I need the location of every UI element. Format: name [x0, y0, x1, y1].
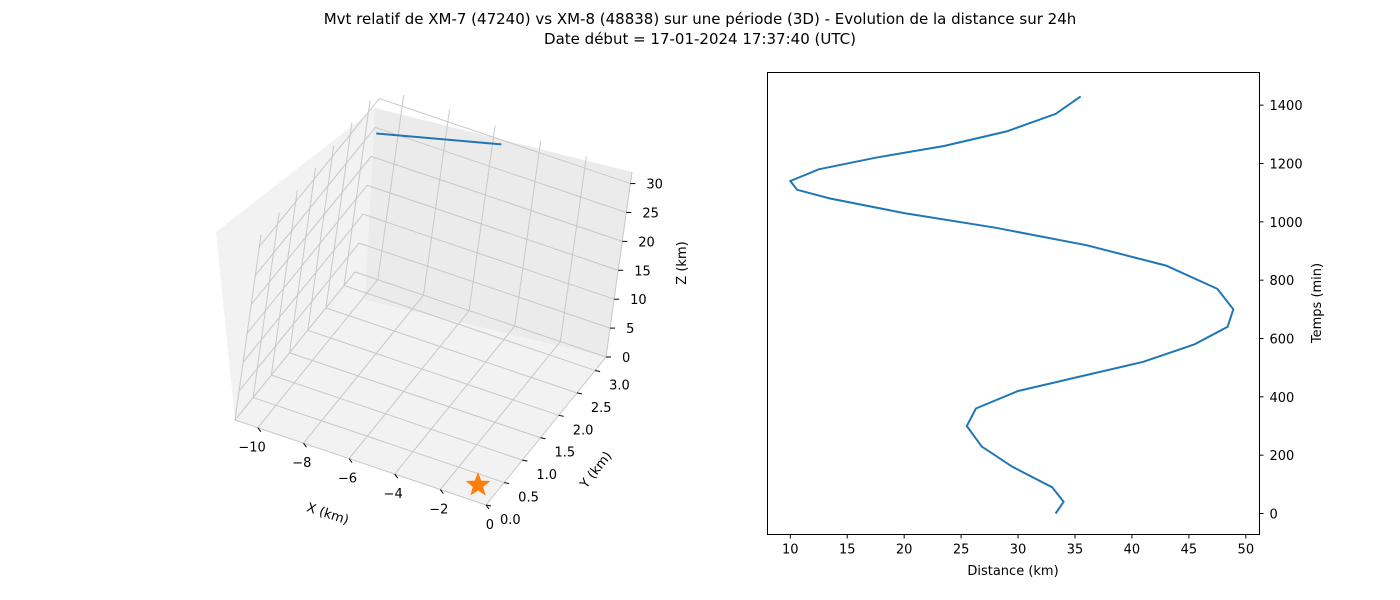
z-axis-label: Z (km): [675, 241, 690, 284]
y-tick-label-2d: 400: [1270, 391, 1295, 406]
z-tick-label: 25: [642, 206, 659, 221]
x-tick: [485, 504, 490, 510]
z-tick-label: 15: [634, 264, 651, 279]
ticks-2d: 10 15 20 25 30 35 40 45 50 0 200 400 600 800 1000 1200 1…: [782, 99, 1303, 557]
x-tick-label-2d: 25: [953, 543, 970, 558]
z-tick-label: 5: [626, 322, 634, 337]
z-tick-label: 20: [638, 235, 655, 250]
y-tick: [558, 414, 564, 417]
y-tick-label: 3.0: [609, 378, 630, 393]
x-tick-label: −8: [292, 456, 311, 471]
x-tick-label-2d: 50: [1238, 543, 1255, 558]
x-tick-label-2d: 30: [1010, 543, 1027, 558]
x-axis-label-2d: Distance (km): [967, 564, 1058, 579]
grid-3d: [234, 94, 633, 506]
trajectory-line: [376, 132, 502, 146]
y-tick-label-2d: 1200: [1270, 158, 1303, 173]
grid-line-z: [238, 242, 611, 392]
x-tick-label: −6: [338, 472, 357, 487]
x-tick-label: −4: [384, 487, 403, 502]
y-tick: [576, 392, 583, 395]
x-tick: [257, 427, 262, 433]
y-tick-label: 1.0: [536, 468, 557, 483]
distance-line: [788, 95, 1235, 515]
x-tick-label-2d: 20: [896, 543, 913, 558]
chart-subtitle: Date début = 17-01-2024 17:37:40 (UTC): [544, 30, 856, 48]
x-tick-label-2d: 15: [839, 543, 856, 558]
grid-line-z: [242, 213, 615, 363]
y-axis-label: Y (km): [577, 449, 616, 492]
y-axis-label-2d: Temps (min): [1310, 263, 1325, 344]
z-tick-label: 30: [646, 178, 663, 193]
y-tick: [540, 437, 546, 440]
x-tick-label: −2: [429, 503, 448, 518]
y-tick-label-2d: 1000: [1270, 216, 1303, 231]
x-tick-label: 0: [486, 518, 494, 533]
x-tick: [439, 489, 444, 494]
ticks-3d: −10 −8 −6 −4 −2 0 0.0 0.5 1.0 1.5 2.0 2.5 3.0 0 5 10 15 2…: [238, 178, 663, 533]
axes-frame: [767, 72, 1260, 535]
x-tick-label-2d: 40: [1124, 543, 1141, 558]
y-tick: [594, 369, 601, 372]
y-tick: [485, 504, 492, 507]
pane-left: [216, 108, 375, 420]
x-tick-label-2d: 10: [782, 543, 799, 558]
grid-line-z: [258, 97, 631, 247]
x-tick-label-2d: 45: [1181, 543, 1198, 558]
grid-line-z: [250, 155, 623, 305]
plot-3d: −10 −8 −6 −4 −2 0 0.0 0.5 1.0 1.5 2.0 2.5 3.0 0 5 10 15 2…: [216, 94, 690, 533]
x-tick-label: −10: [238, 441, 265, 456]
grid-line-z: [246, 184, 619, 334]
pane-back: [365, 108, 632, 357]
y-tick-label: 1.5: [555, 446, 576, 461]
y-tick-label: 2.0: [573, 423, 594, 438]
y-tick-label-2d: 200: [1270, 449, 1295, 464]
y-tick: [522, 459, 528, 462]
y-tick-label: 2.5: [591, 401, 612, 416]
grid-line-z: [234, 271, 607, 421]
chart-title: Mvt relatif de XM-7 (47240) vs XM-8 (488…: [323, 10, 1077, 28]
y-tick-label-2d: 600: [1270, 333, 1295, 348]
x-tick: [394, 473, 399, 479]
grid-line-z: [254, 126, 627, 276]
x-tick: [303, 442, 307, 448]
y-tick-label-2d: 800: [1270, 274, 1295, 289]
origin-star-marker: [465, 472, 491, 496]
pane-floor: [235, 300, 606, 505]
y-tick-label: 0.0: [500, 513, 521, 528]
x-tick: [348, 458, 353, 463]
z-tick-label: 10: [630, 293, 647, 308]
y-tick-label-2d: 0: [1270, 508, 1278, 523]
y-tick-label-2d: 1400: [1270, 99, 1303, 114]
y-tick: [504, 482, 510, 485]
z-tick-label: 0: [622, 351, 630, 366]
x-axis-label: X (km): [305, 501, 351, 529]
y-tick-label: 0.5: [518, 491, 539, 506]
x-tick-label-2d: 35: [1067, 543, 1084, 558]
